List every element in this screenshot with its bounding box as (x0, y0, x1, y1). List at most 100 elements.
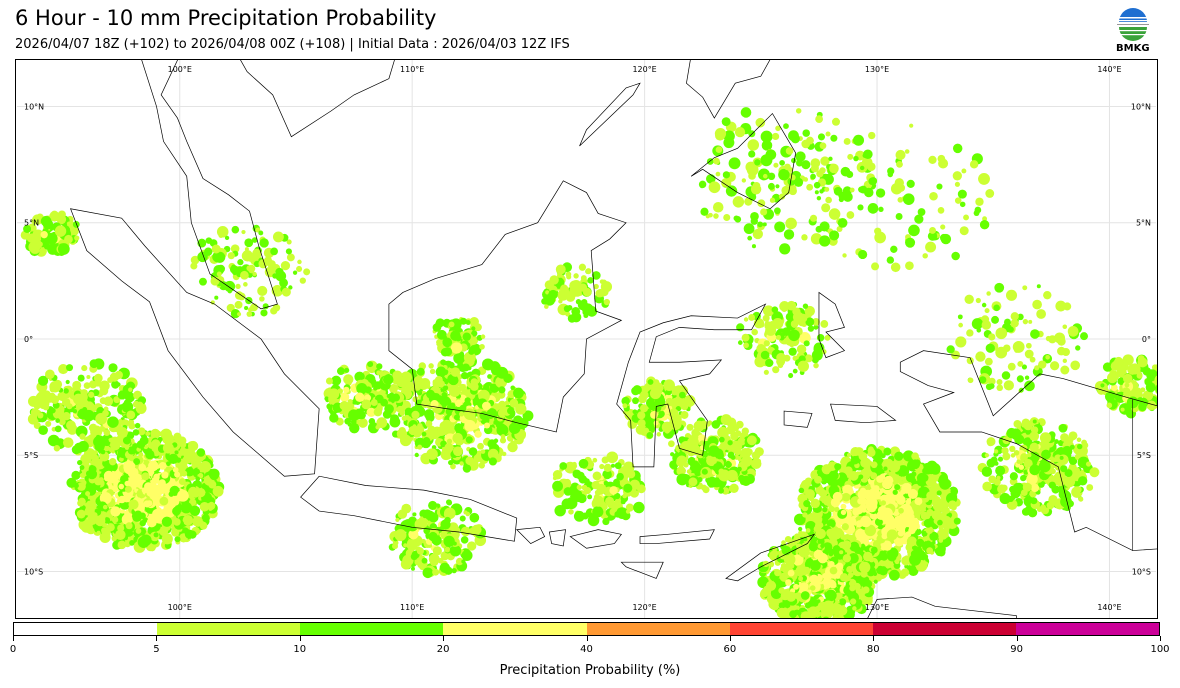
precip-cell (464, 397, 471, 404)
precip-cell (803, 500, 811, 508)
precip-cell (1155, 384, 1157, 394)
precip-cell (460, 526, 471, 537)
precip-cell (117, 390, 127, 400)
precip-cell (1022, 437, 1033, 447)
precip-cell (1154, 364, 1157, 372)
precip-cell (544, 280, 554, 290)
precip-cell (468, 348, 475, 355)
precip-cell (786, 591, 797, 602)
precip-cell (905, 499, 911, 505)
precip-cell (1068, 431, 1078, 441)
precip-cell (124, 480, 131, 487)
precip-cell (778, 587, 785, 594)
precip-cell (373, 386, 378, 391)
precip-cell (699, 183, 705, 189)
precip-cell (1137, 355, 1145, 363)
precip-cell (199, 501, 210, 512)
precip-cell (88, 391, 95, 398)
precip-cell (1029, 431, 1040, 442)
precip-cell (576, 484, 582, 490)
precip-cell (904, 504, 912, 512)
precip-cell (809, 574, 819, 584)
precip-cell (73, 442, 85, 454)
precip-cell (72, 409, 78, 414)
precip-cell (357, 418, 368, 428)
precip-cell (813, 515, 823, 524)
precip-cell (50, 395, 60, 404)
precip-cell (846, 452, 852, 458)
precip-cell (1085, 461, 1092, 467)
precip-cell (995, 465, 1006, 476)
precip-cell (85, 437, 93, 444)
precip-cell (1081, 442, 1089, 449)
precip-cell (177, 489, 189, 502)
precip-cell (395, 517, 400, 522)
precip-cell (110, 440, 121, 451)
precip-cell (723, 214, 731, 222)
precip-cell (1021, 507, 1030, 516)
precip-cell (876, 464, 883, 471)
precip-cell (437, 427, 446, 437)
precip-cell (428, 531, 438, 542)
precip-cell (642, 410, 652, 420)
precip-cell (449, 363, 455, 369)
precip-cell (831, 117, 840, 126)
precip-cell (1136, 371, 1142, 376)
precip-cell (88, 465, 97, 474)
precip-cell (125, 522, 133, 530)
precip-cell (665, 397, 674, 407)
precip-cell (727, 440, 733, 446)
precip-cell (767, 182, 775, 190)
precip-cell (89, 359, 99, 369)
precip-cell (697, 476, 703, 483)
precip-cell (734, 448, 742, 456)
precip-cell (793, 583, 799, 590)
precip-cell (161, 471, 169, 479)
precip-cell (798, 576, 804, 582)
precip-cell (101, 528, 111, 538)
precip-cell (644, 384, 650, 390)
precip-cell (857, 497, 864, 505)
precip-cell (925, 526, 934, 534)
precip-cell (837, 605, 848, 616)
precip-cell (508, 422, 521, 434)
precip-cell (585, 268, 592, 275)
precip-cell (474, 430, 482, 438)
precip-cell (779, 160, 785, 166)
precip-cell (428, 553, 440, 565)
precip-cell (411, 410, 420, 419)
precip-cell (162, 432, 174, 445)
precip-cell (135, 473, 141, 479)
precip-cell (410, 566, 415, 571)
precip-cell (394, 529, 407, 542)
precip-cell (722, 171, 730, 179)
precip-cell (686, 423, 694, 431)
precip-cell (863, 551, 873, 562)
precip-cell (781, 540, 786, 545)
precip-cell (997, 484, 1007, 494)
precip-cell (625, 509, 631, 514)
precip-cell (577, 493, 587, 504)
precip-cell (822, 600, 835, 613)
precip-cell (107, 377, 114, 383)
precip-cell (436, 339, 442, 345)
precip-cell (1026, 452, 1032, 458)
precip-cell (509, 398, 519, 408)
precip-cell (832, 491, 843, 502)
precip-cell (817, 537, 825, 546)
precip-cell (616, 472, 624, 481)
precip-cell (179, 441, 187, 449)
precip-cell (828, 156, 833, 161)
precip-cell (82, 409, 95, 422)
precip-cell (785, 579, 792, 586)
precip-cell (454, 399, 463, 408)
precip-cell (984, 453, 990, 458)
precip-cell (840, 509, 847, 516)
precip-cell (798, 546, 810, 558)
precip-cell (867, 497, 878, 508)
precip-cell (370, 399, 378, 406)
bmkg-logo-icon (1117, 8, 1149, 41)
precip-cell (874, 518, 883, 526)
precip-cell (761, 140, 773, 151)
precip-cell (355, 392, 365, 403)
